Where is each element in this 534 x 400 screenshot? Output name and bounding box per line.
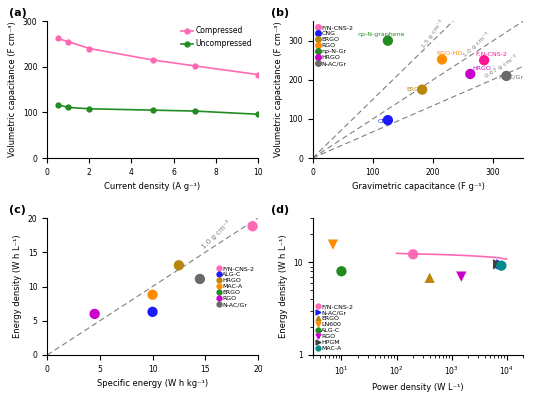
Point <box>457 274 466 280</box>
Point <box>502 73 511 79</box>
Y-axis label: Volumetric capacitance (F cm⁻³): Volumetric capacitance (F cm⁻³) <box>9 22 17 158</box>
Uncompressed <box>150 108 156 112</box>
X-axis label: Specific energy (W h kg⁻¹): Specific energy (W h kg⁻¹) <box>97 379 208 388</box>
Text: F,N-CNS-2: F,N-CNS-2 <box>475 52 507 57</box>
Legend: F/N-CNS-2, N-AC/Gr, ERGO, LN600, ALG-C, RGO, HPGM, MAC-A: F/N-CNS-2, N-AC/Gr, ERGO, LN600, ALG-C, … <box>316 303 354 352</box>
Compressed <box>65 39 72 44</box>
Compressed <box>255 72 261 77</box>
Line: Compressed: Compressed <box>56 36 260 77</box>
Text: 1.5 g cm⁻³: 1.5 g cm⁻³ <box>420 19 444 49</box>
Text: (b): (b) <box>271 8 289 18</box>
Point <box>328 242 337 248</box>
Text: N-AC/Gr: N-AC/Gr <box>498 74 523 79</box>
Uncompressed <box>54 102 61 107</box>
Y-axis label: Energy density (W h L⁻¹): Energy density (W h L⁻¹) <box>279 235 288 338</box>
Y-axis label: Volumetric capacitance (F cm⁻³): Volumetric capacitance (F cm⁻³) <box>274 22 282 158</box>
Text: RGO-HD: RGO-HD <box>436 51 462 56</box>
Y-axis label: Energy density (W h L⁻¹): Energy density (W h L⁻¹) <box>13 235 22 338</box>
Text: np-N-graphene: np-N-graphene <box>358 32 405 37</box>
Text: CNG: CNG <box>378 119 391 124</box>
Point <box>148 292 157 298</box>
Legend: F/N-CNS-2, ALG-C, HRGO, MAC-A, ERGO, RGO, N-AC/Gr: F/N-CNS-2, ALG-C, HRGO, MAC-A, ERGO, RGO… <box>216 265 255 308</box>
Text: ERGO: ERGO <box>406 87 424 92</box>
Point <box>337 268 345 274</box>
Text: HRGO: HRGO <box>472 66 491 71</box>
Point <box>383 38 392 44</box>
Legend: Compressed, Uncompressed: Compressed, Uncompressed <box>180 25 254 50</box>
Point <box>494 261 502 268</box>
Text: 1.0 g cm⁻³: 1.0 g cm⁻³ <box>462 31 490 58</box>
Text: (c): (c) <box>9 205 26 215</box>
Point <box>148 309 157 315</box>
Uncompressed <box>65 105 72 110</box>
Point <box>480 57 489 64</box>
Point <box>409 251 418 258</box>
Text: 1.0 g cm⁻³: 1.0 g cm⁻³ <box>200 219 232 250</box>
Legend: F/N-CNS-2, CNG, ERGO, RGO, np-N-Gr, HRGO, N-AC/Gr: F/N-CNS-2, CNG, ERGO, RGO, np-N-Gr, HRGO… <box>316 24 354 67</box>
Point <box>497 262 506 269</box>
Point <box>426 275 434 281</box>
Compressed <box>54 36 61 41</box>
Point <box>90 311 99 317</box>
Text: (d): (d) <box>271 205 289 215</box>
Point <box>383 117 392 123</box>
Point <box>248 223 257 230</box>
Compressed <box>150 58 156 62</box>
Compressed <box>86 46 92 51</box>
X-axis label: Power density (W L⁻¹): Power density (W L⁻¹) <box>372 383 464 392</box>
Uncompressed <box>192 109 198 114</box>
X-axis label: Current density (A g⁻¹): Current density (A g⁻¹) <box>105 182 201 191</box>
Text: (a): (a) <box>9 8 27 18</box>
Compressed <box>192 64 198 68</box>
Point <box>438 56 446 63</box>
Point <box>195 276 204 282</box>
X-axis label: Gravimetric capacitance (F g⁻¹): Gravimetric capacitance (F g⁻¹) <box>351 182 484 191</box>
Point <box>175 262 183 268</box>
Point <box>497 261 506 268</box>
Line: Uncompressed: Uncompressed <box>56 102 260 117</box>
Uncompressed <box>255 112 261 117</box>
Text: 0.67 g cm⁻³: 0.67 g cm⁻³ <box>484 53 519 79</box>
Uncompressed <box>86 106 92 111</box>
Point <box>466 71 475 77</box>
Point <box>418 86 427 93</box>
